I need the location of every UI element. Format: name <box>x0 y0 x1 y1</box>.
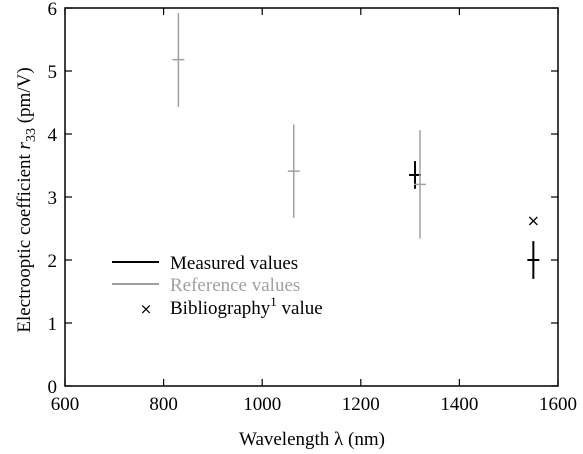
y-tick-label: 0 <box>48 377 58 398</box>
axis-ticks: 600 800 1000 1200 1400 1600 0 1 2 3 4 5 6 <box>48 0 578 415</box>
plot-frame <box>64 7 559 387</box>
x-axis-label: Wavelength λ (nm) <box>239 429 385 450</box>
y-tick-label: 5 <box>48 62 58 83</box>
y-tick-label: 3 <box>48 188 58 209</box>
x-tick-label: 1000 <box>243 394 281 415</box>
y-tick-label: 4 <box>48 125 58 146</box>
x-tick-label: 800 <box>149 394 178 415</box>
y-axis-label-unit: (pm/V) <box>14 67 35 128</box>
legend-swatch-bibliography: × <box>140 300 153 318</box>
legend-label-measured: Measured values <box>170 253 298 274</box>
legend-label-bibliography-main: Bibliography <box>170 298 271 319</box>
data-point-series-2 <box>528 216 538 226</box>
y-tick-label: 2 <box>48 251 58 272</box>
legend-label-bibliography: Bibliography1 value <box>170 294 323 319</box>
plot-border <box>64 7 559 387</box>
legend-label-bibliography-sup: 1 <box>270 294 277 309</box>
data-marks <box>172 13 540 279</box>
y-axis-label-symbol: r <box>14 141 35 149</box>
y-axis-label: Electrooptic coefficient r33 (pm/V) <box>14 67 39 332</box>
x-tick-label: 1400 <box>440 394 478 415</box>
y-axis-label-main: Electrooptic coefficient <box>14 149 35 332</box>
legend-label-bibliography-rest: value <box>277 298 323 319</box>
y-tick-label: 6 <box>48 0 58 20</box>
y-axis-label-subscript: 33 <box>24 128 39 142</box>
x-tick-label: 1600 <box>539 394 577 415</box>
y-tick-label: 1 <box>48 314 58 335</box>
x-tick-label: 1200 <box>342 394 380 415</box>
x-tick-label: 600 <box>51 394 80 415</box>
legend-label-reference: Reference values <box>170 275 300 296</box>
legend: Measured values Reference values × Bibli… <box>112 253 323 319</box>
